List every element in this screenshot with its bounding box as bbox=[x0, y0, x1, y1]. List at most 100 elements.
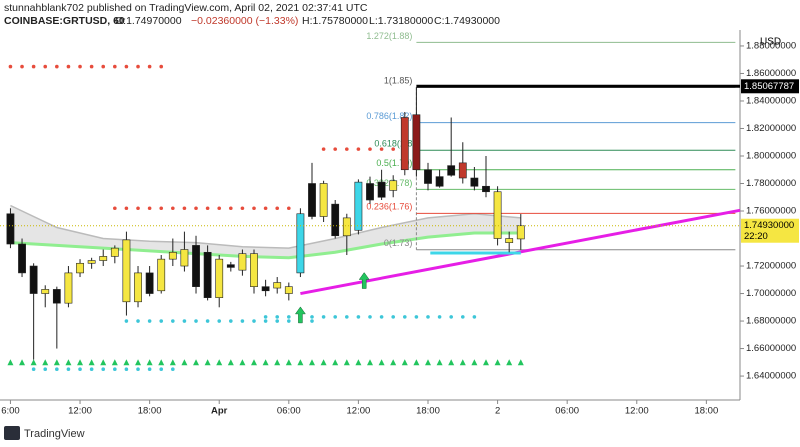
y-tick-label: 1.80000000 bbox=[746, 151, 796, 162]
level-dot bbox=[240, 206, 245, 211]
level-dot bbox=[113, 367, 117, 371]
y-tick-label: 1.72000000 bbox=[746, 261, 796, 272]
candle-body bbox=[296, 213, 305, 274]
y-tick-label: 1.88000000 bbox=[746, 40, 796, 51]
level-dot bbox=[414, 315, 419, 319]
level-triangle bbox=[123, 359, 130, 366]
candle-body bbox=[145, 272, 154, 294]
level-triangle bbox=[285, 359, 292, 366]
level-dot bbox=[194, 319, 198, 323]
level-dot bbox=[194, 206, 198, 211]
y-tick-label: 1.76000000 bbox=[746, 206, 796, 217]
candle-body bbox=[52, 289, 61, 304]
level-triangle bbox=[401, 359, 408, 366]
level-triangle bbox=[448, 359, 455, 366]
candle-body bbox=[226, 264, 235, 268]
level-dot bbox=[66, 64, 71, 69]
candle-body bbox=[366, 183, 374, 201]
level-dot bbox=[171, 206, 175, 211]
x-tick-label: 06:00 bbox=[555, 406, 579, 417]
level-dot bbox=[426, 315, 430, 319]
level-triangle bbox=[65, 359, 72, 366]
level-dot bbox=[159, 367, 164, 371]
y-tick-label: 1.70000000 bbox=[746, 288, 796, 299]
x-tick-label: 06:00 bbox=[277, 406, 301, 417]
level-dot bbox=[147, 206, 152, 211]
level-triangle bbox=[309, 359, 316, 366]
level-triangle bbox=[517, 359, 524, 366]
level-dot bbox=[217, 206, 222, 211]
level-dot bbox=[379, 315, 384, 319]
level-triangle bbox=[111, 359, 118, 366]
candle-body bbox=[319, 183, 328, 217]
x-tick-label: Apr bbox=[211, 406, 228, 417]
level-triangle bbox=[100, 359, 107, 366]
publisher: stunnahblank702 published on TradingView… bbox=[4, 2, 368, 14]
level-dot bbox=[101, 367, 106, 371]
level-triangle bbox=[471, 359, 478, 366]
level-triangle bbox=[30, 359, 37, 366]
level-dot bbox=[147, 64, 152, 69]
band-fill bbox=[10, 205, 521, 258]
level-dot bbox=[263, 319, 268, 323]
candle-body bbox=[412, 114, 421, 171]
signal-arrow bbox=[294, 306, 306, 324]
candle-body bbox=[516, 225, 525, 240]
level-dot bbox=[136, 206, 140, 211]
level-dot bbox=[159, 206, 164, 211]
logo-icon bbox=[4, 426, 20, 440]
candle-body bbox=[470, 177, 479, 187]
level-dot bbox=[55, 64, 59, 69]
level-dot bbox=[78, 64, 82, 69]
candle-body bbox=[203, 251, 212, 298]
x-tick-label: 18:00 bbox=[694, 406, 718, 417]
level-dot bbox=[55, 367, 59, 371]
level-dot bbox=[472, 315, 477, 319]
x-tick-label: 12:00 bbox=[625, 406, 649, 417]
level-dot bbox=[124, 64, 129, 69]
level-triangle bbox=[262, 359, 269, 366]
level-triangle bbox=[482, 359, 489, 366]
candle-body bbox=[238, 253, 247, 271]
band-upper bbox=[10, 204, 521, 249]
currency: USD bbox=[760, 37, 781, 48]
level-dot bbox=[147, 367, 152, 371]
level-dot bbox=[8, 64, 13, 69]
level-dot bbox=[113, 64, 117, 69]
level-triangle bbox=[135, 359, 142, 366]
last-price-label: 1.74930000 bbox=[744, 220, 794, 231]
x-tick-label: 18:00 bbox=[138, 406, 162, 417]
candle-body bbox=[215, 258, 224, 298]
close: C:1.74930000 bbox=[434, 15, 500, 27]
candle-body bbox=[284, 286, 293, 294]
level-triangle bbox=[146, 359, 153, 366]
level-dot bbox=[205, 319, 210, 323]
low: L:1.73180000 bbox=[369, 15, 433, 27]
candle-body bbox=[157, 258, 166, 292]
candle-body bbox=[331, 203, 340, 237]
high: H:1.75780000 bbox=[302, 15, 368, 27]
fib-label: 0(1.73) bbox=[384, 238, 413, 248]
level-dot bbox=[124, 206, 129, 211]
price-box bbox=[741, 79, 799, 94]
x-tick-label: 18:00 bbox=[416, 406, 440, 417]
candle-body bbox=[389, 180, 398, 191]
candle-body bbox=[308, 183, 316, 217]
y-tick-label: 1.82000000 bbox=[746, 123, 796, 134]
level-dot bbox=[101, 64, 106, 69]
candle-body bbox=[400, 117, 409, 171]
logo: TradingView bbox=[24, 428, 85, 440]
level-dot bbox=[310, 319, 314, 323]
fib-label: 0.5(1.79) bbox=[376, 158, 412, 168]
level-dot bbox=[356, 315, 361, 319]
candle-body bbox=[18, 243, 26, 274]
candle-body bbox=[64, 272, 73, 304]
level-dot bbox=[43, 367, 48, 371]
candle-body bbox=[87, 260, 96, 264]
level-dot bbox=[391, 315, 395, 319]
level-triangle bbox=[413, 359, 420, 366]
level-dot bbox=[275, 319, 280, 323]
level-dot bbox=[20, 64, 24, 69]
symbol: COINBASE:GRTUSD, 60 bbox=[4, 15, 125, 27]
